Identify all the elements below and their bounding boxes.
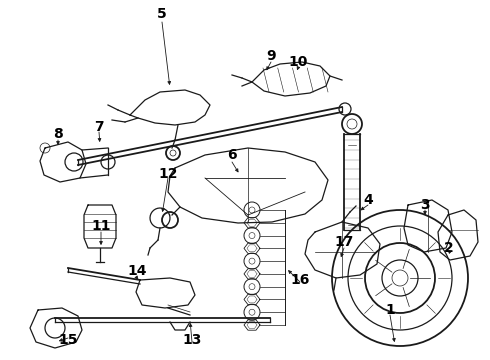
Text: 2: 2 bbox=[444, 241, 454, 255]
Text: 1: 1 bbox=[385, 303, 395, 317]
Text: 12: 12 bbox=[158, 167, 178, 181]
Text: 16: 16 bbox=[290, 273, 310, 287]
Text: 3: 3 bbox=[420, 198, 430, 212]
Text: 11: 11 bbox=[91, 219, 111, 233]
Text: 14: 14 bbox=[127, 264, 147, 278]
Text: 8: 8 bbox=[53, 127, 63, 141]
Text: 13: 13 bbox=[182, 333, 202, 347]
Text: 9: 9 bbox=[266, 49, 276, 63]
Text: 17: 17 bbox=[334, 235, 354, 249]
Text: 10: 10 bbox=[288, 55, 308, 69]
Text: 7: 7 bbox=[94, 120, 104, 134]
Text: 15: 15 bbox=[58, 333, 78, 347]
Text: 6: 6 bbox=[227, 148, 237, 162]
Text: 4: 4 bbox=[363, 193, 373, 207]
Text: 5: 5 bbox=[157, 7, 167, 21]
